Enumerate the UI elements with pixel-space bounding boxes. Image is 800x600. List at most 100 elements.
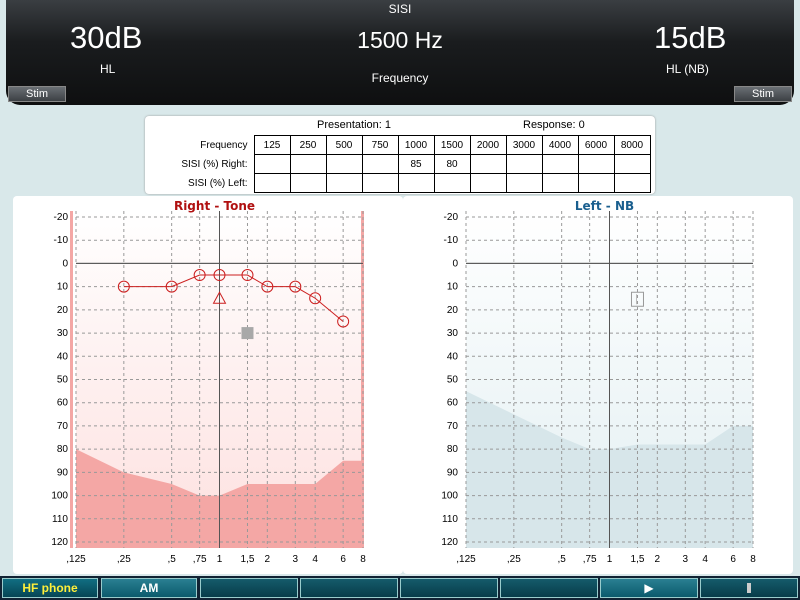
test-title: SISI bbox=[388, 2, 412, 16]
y-tick-label: -10 bbox=[54, 235, 69, 246]
table-cell: 500 bbox=[325, 135, 363, 155]
function-key-5[interactable] bbox=[400, 578, 498, 598]
left-audiogram[interactable]: -20 -10 0 10 20 30 40 50 60 70 80 90 100 110 120 ,125 ,2… bbox=[403, 196, 793, 574]
threshold-point bbox=[289, 280, 302, 293]
table-cell bbox=[325, 173, 363, 193]
y-tick-label: -10 bbox=[444, 235, 459, 246]
stim-left-indicator: Stim bbox=[8, 86, 66, 102]
row-label: SISI (%) Left: bbox=[188, 177, 248, 189]
x-tick-label: 1,5 bbox=[241, 554, 255, 565]
threshold-point bbox=[241, 269, 254, 282]
am-button[interactable]: AM bbox=[101, 578, 197, 598]
response-count: Response: 0 bbox=[523, 119, 585, 131]
stim-right-indicator: Stim bbox=[734, 86, 792, 102]
right-audiogram[interactable]: -20 -10 0 10 20 30 40 50 60 70 80 90 100 110 120 ,125 ,2… bbox=[13, 196, 403, 574]
table-cell bbox=[253, 173, 291, 193]
y-tick-label: 50 bbox=[57, 375, 69, 386]
table-cell bbox=[469, 173, 507, 193]
table-cell bbox=[505, 173, 543, 193]
x-tick-label: ,5 bbox=[167, 554, 176, 565]
table-cell bbox=[469, 154, 507, 174]
left-level-value: 15dB bbox=[654, 20, 727, 55]
threshold-point bbox=[337, 315, 350, 328]
right-level-value: 30dB bbox=[70, 20, 143, 55]
threshold-point bbox=[309, 292, 322, 305]
table-cell bbox=[505, 154, 543, 174]
table-cell: 1500 bbox=[433, 135, 471, 155]
table-cell: 8000 bbox=[613, 135, 651, 155]
x-tick-label: ,25 bbox=[507, 554, 521, 565]
range-edge bbox=[70, 211, 73, 548]
threshold-point bbox=[165, 280, 178, 293]
y-tick-label: 50 bbox=[447, 375, 459, 386]
y-tick-label: 70 bbox=[447, 421, 459, 432]
right-audiogram-plot[interactable]: -20 -10 0 10 20 30 40 50 60 70 80 90 100 110 120 ,125 ,2… bbox=[13, 196, 403, 574]
table-cell bbox=[613, 154, 651, 174]
stop-button[interactable] bbox=[700, 578, 798, 598]
table-cell: 750 bbox=[361, 135, 399, 155]
y-tick-label: 90 bbox=[57, 467, 69, 478]
x-tick-label: 8 bbox=[360, 554, 366, 565]
y-tick-label: 70 bbox=[57, 421, 69, 432]
x-tick-label: 1,5 bbox=[631, 554, 645, 565]
y-tick-label: 80 bbox=[57, 444, 69, 455]
table-cell bbox=[433, 173, 471, 193]
table-cell bbox=[253, 154, 291, 174]
function-key-6[interactable] bbox=[500, 578, 598, 598]
x-tick-label: ,125 bbox=[456, 554, 476, 565]
y-tick-label: -20 bbox=[444, 212, 459, 223]
chart-title: Left - NB bbox=[575, 199, 634, 213]
frequency-label: Frequency bbox=[371, 71, 429, 85]
threshold-point bbox=[213, 269, 226, 282]
y-tick-label: 120 bbox=[441, 537, 458, 548]
x-tick-label: ,5 bbox=[557, 554, 566, 565]
hf-phone-button[interactable]: HF phone bbox=[2, 578, 98, 598]
x-tick-label: ,125 bbox=[66, 554, 86, 565]
table-cell: 80 bbox=[433, 154, 471, 174]
status-panel: SISI 30dB HL 1500 Hz Frequency 15dB HL (… bbox=[6, 0, 794, 105]
table-cell bbox=[397, 173, 435, 193]
stop-icon bbox=[747, 583, 751, 593]
table-cell: 2000 bbox=[469, 135, 507, 155]
x-tick-label: 3 bbox=[683, 554, 689, 565]
x-tick-label: 6 bbox=[730, 554, 736, 565]
play-button[interactable]: ▶ bbox=[600, 578, 698, 598]
table-cell bbox=[325, 154, 363, 174]
table-cell: 3000 bbox=[505, 135, 543, 155]
x-tick-label: 3 bbox=[293, 554, 299, 565]
current-level-marker bbox=[630, 291, 644, 307]
table-row: SISI (%) Right: 85 80 bbox=[149, 154, 651, 174]
x-tick-label: ,75 bbox=[193, 554, 207, 565]
table-cell bbox=[577, 154, 615, 174]
right-level-unit: HL bbox=[100, 62, 116, 76]
y-tick-label: 90 bbox=[447, 467, 459, 478]
triangle-marker bbox=[212, 291, 227, 304]
function-key-3[interactable] bbox=[200, 578, 298, 598]
table-cell: 125 bbox=[253, 135, 291, 155]
table-cell bbox=[541, 173, 579, 193]
y-tick-label: 30 bbox=[447, 328, 459, 339]
current-level-marker bbox=[241, 327, 254, 340]
y-tick-label: 0 bbox=[452, 258, 458, 269]
x-tick-label: 4 bbox=[312, 554, 318, 565]
y-tick-label: 60 bbox=[57, 398, 69, 409]
row-label: SISI (%) Right: bbox=[181, 158, 248, 170]
x-tick-label: ,25 bbox=[117, 554, 131, 565]
threshold-point bbox=[117, 280, 130, 293]
table-row: Frequency 125 250 500 750 1000 1500 2000… bbox=[149, 135, 651, 155]
x-tick-label: 1 bbox=[217, 554, 223, 565]
x-tick-label: 1 bbox=[607, 554, 613, 565]
x-tick-label: ,75 bbox=[583, 554, 597, 565]
function-key-4[interactable] bbox=[300, 578, 398, 598]
y-tick-label: 40 bbox=[447, 351, 459, 362]
left-audiogram-plot[interactable]: -20 -10 0 10 20 30 40 50 60 70 80 90 100 110 120 ,125 ,2… bbox=[403, 196, 793, 574]
table-cell: 1000 bbox=[397, 135, 435, 155]
sisi-table-panel: Presentation: 1 Response: 0 Frequency 12… bbox=[145, 116, 655, 194]
y-tick-label: 10 bbox=[57, 282, 69, 293]
sisi-table: Frequency 125 250 500 750 1000 1500 2000… bbox=[149, 135, 651, 193]
y-tick-label: 110 bbox=[442, 514, 458, 525]
table-cell bbox=[613, 173, 651, 193]
y-tick-label: 20 bbox=[57, 305, 69, 316]
y-tick-label: 0 bbox=[62, 258, 68, 269]
